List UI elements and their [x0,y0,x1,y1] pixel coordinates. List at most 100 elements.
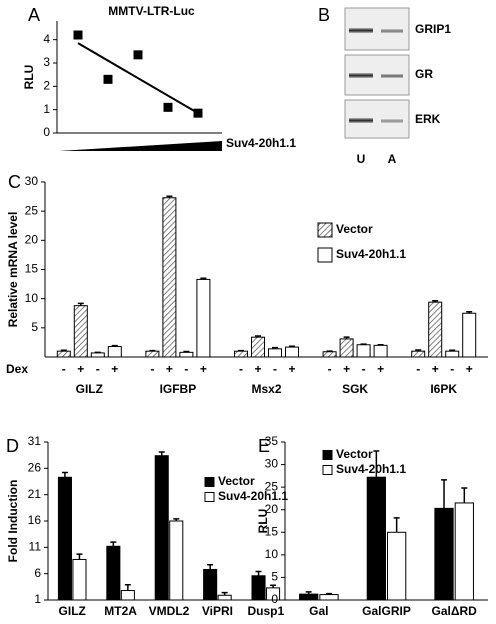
dex-level: - [184,362,188,376]
bar [196,278,211,358]
blot-band [381,74,403,78]
bar [72,558,87,601]
bar [411,350,426,358]
error-bar [111,344,118,347]
dex-level: + [111,362,118,376]
error-bar [360,343,367,345]
bar [268,348,282,358]
error-bar [305,591,312,595]
dex-level: - [62,362,66,376]
y-tick-label: 1 [34,592,41,606]
bar [145,350,160,358]
error-bar [173,518,180,521]
error-bar [255,335,261,338]
point [133,50,143,60]
blot-label: GR [415,67,433,81]
legend-label: Vector [336,222,373,236]
blot-band [349,118,373,123]
dex-level: + [377,362,384,376]
bar [120,590,135,601]
y-tick-label: 11 [29,540,42,554]
bar [162,197,177,358]
y-axis-label: RLU [22,65,36,90]
error-bar [461,487,468,503]
y-tick-label: 4 [43,32,50,46]
panel-letter: C [8,172,21,192]
x-tick-label: VMDL2 [149,604,190,618]
x-tick-label: MT2A [104,604,137,618]
bar [154,455,169,601]
point [163,102,173,112]
dose-wedge [59,141,222,151]
legend-label: Vector [336,447,373,461]
x-axis-label: Suv4-20h1.1 [226,136,296,150]
y-tick-label: 31 [28,434,42,448]
error-bar [393,517,400,533]
bar [106,545,121,601]
bar [366,476,386,601]
error-bar [238,349,244,352]
error-bar [377,344,384,346]
bar [56,350,71,358]
dex-level: - [362,362,366,376]
error-bar [326,350,333,352]
dex-level: + [432,362,439,376]
bar [73,305,88,358]
error-bar [270,584,277,588]
error-bar [76,553,83,560]
error-bar [110,541,117,547]
blot [344,7,410,139]
y-axis-label: RLU [256,509,270,534]
legend-swatch [204,477,215,487]
point [73,30,83,40]
bar [299,593,319,601]
error-bar [415,349,422,352]
x-tick-label: GILZ [76,382,103,396]
error-bar [124,583,131,591]
dex-level: - [328,362,332,376]
y-tick-label: 21 [28,487,42,501]
x-tick-label: Gal [309,604,328,618]
bar [387,531,407,601]
y-axis-label: Fold Induction [6,480,20,563]
x-tick-label: I6PK [430,382,457,396]
error-bar [94,351,101,354]
trend-line [77,42,199,115]
error-bar [255,570,262,576]
dex-level: + [77,362,84,376]
point [193,108,203,118]
y-tick-label: 26 [28,461,42,475]
legend-swatch [204,492,215,502]
bar [322,351,337,358]
bar [339,338,354,358]
error-bar [60,349,67,352]
dex-level: - [450,362,454,376]
x-tick-label: ViPRI [202,604,233,618]
y-tick-label: 20 [265,502,279,516]
panel-letter: D [6,436,19,456]
x-tick-label: GalGRIP [362,604,411,618]
x-tick-label: Msx2 [251,382,281,396]
panel-letter: B [318,5,330,25]
dex-label: Dex [6,362,28,376]
blot-band [381,119,403,123]
bar [90,352,105,358]
x-tick-label: Dusp1 [247,604,284,618]
error-bar [149,349,156,352]
dex-level: - [239,362,243,376]
y-tick-label: 16 [28,513,42,527]
dex-level: - [416,362,420,376]
dex-level: - [150,362,154,376]
blot-label: ERK [415,112,441,126]
error-bar [289,345,295,348]
error-bar [61,471,68,478]
y-tick-label: 0 [271,592,278,606]
bar [169,520,184,601]
blot-band [349,73,373,78]
bar [57,476,72,601]
error-bar [466,311,473,314]
x-tick-label: IGFBP [160,382,197,396]
legend-swatch [317,247,333,263]
y-axis-label: Relative mRNA level [6,212,20,328]
bar [285,346,299,358]
